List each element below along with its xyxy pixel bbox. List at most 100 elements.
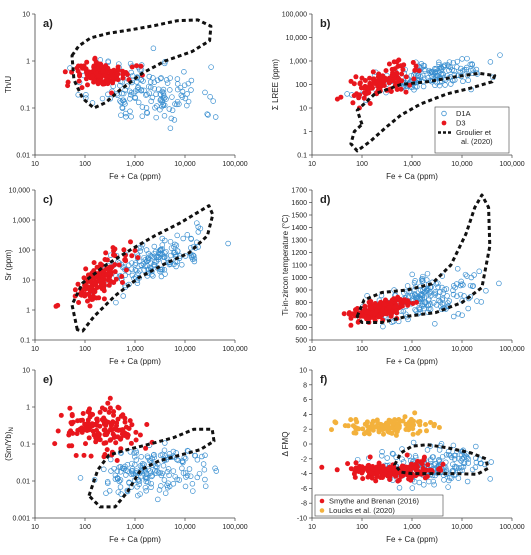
data-point [101,466,107,473]
data-point [374,78,380,84]
reference-field-outline [70,204,215,333]
legend-label: Smythe and Brenan (2016) [329,497,420,506]
data-point [458,464,465,471]
data-point [108,468,114,474]
y-tick-label: 10 [22,368,30,375]
data-point [412,453,419,459]
y-tick-label: 600 [295,325,307,332]
data-point [142,256,149,263]
data-point [395,63,401,69]
data-point [144,110,151,116]
data-point [101,268,107,274]
data-point [465,305,471,312]
data-point [450,442,457,449]
data-point [87,303,93,309]
data-point [455,455,462,462]
data-point [165,480,171,486]
data-point [107,278,113,284]
y-tick-label: 100 [295,82,307,89]
data-point [148,480,154,487]
data-point [411,465,417,471]
data-point [99,95,106,102]
data-point [91,275,97,281]
data-point [192,452,199,459]
data-point [135,84,141,90]
data-point [133,429,139,435]
x-tick-label: 10 [31,161,39,168]
data-point [447,475,453,481]
data-point [72,287,78,293]
data-point [99,262,105,268]
data-point [354,306,360,311]
data-point [83,92,89,98]
x-tick-label: 100,000 [499,161,524,168]
data-point [194,220,200,226]
data-point [410,60,416,65]
x-tick-label: 10 [308,346,316,353]
data-point [179,465,185,472]
data-point [84,285,90,291]
data-point [115,416,121,422]
data-point [136,481,142,488]
legend-label: Loucks et al. (2020) [329,506,395,515]
data-point [427,467,433,473]
data-point [476,268,482,275]
data-point [417,419,423,424]
data-point [122,257,128,263]
data-point [132,461,138,468]
y-tick-label: -10 [297,516,307,523]
data-point [102,427,108,433]
data-point [132,94,138,101]
data-point [105,59,111,65]
data-point [353,74,359,80]
data-point [430,454,436,460]
data-point [359,470,365,476]
y-tick-label: 1 [26,308,30,315]
data-point [478,299,485,305]
data-point [146,73,153,80]
data-point [96,295,102,301]
data-point [436,59,442,66]
data-point [388,312,394,317]
data-point [439,301,446,307]
data-point [168,115,175,122]
chart-panel-3: 10 100 1,000 10,000 100,000 0.1 1 10 100 1,000 10,… [4,188,248,367]
data-point [108,426,113,432]
data-point [341,311,347,317]
data-point [69,443,75,449]
y-tick-label: 1700 [291,188,307,195]
data-point [100,81,106,87]
y-tick-label: 10,000 [286,35,308,42]
data-point [172,473,178,480]
data-point [111,409,117,415]
data-point [161,447,168,454]
data-point [171,117,178,123]
data-point [459,467,465,473]
y-tick-label: 0.1 [20,442,30,449]
legend-label: Groulier et [456,128,492,137]
data-point [417,428,423,434]
data-point [154,468,160,474]
data-point [150,45,157,52]
data-point [421,482,427,488]
data-point [153,91,159,98]
data-point [91,280,97,286]
data-point [108,68,114,74]
data-point [418,291,425,298]
data-point [462,271,469,278]
data-point [79,425,85,431]
data-point [92,56,98,62]
data-point [107,456,114,463]
data-point [123,267,129,273]
data-point [138,454,144,460]
data-point [159,470,166,477]
data-point [128,440,134,446]
data-point [351,471,357,477]
data-point [155,496,161,503]
data-point [389,465,395,470]
data-point [202,476,208,483]
data-point [413,63,419,69]
data-point [384,455,390,461]
data-point [101,454,107,460]
data-point [404,283,411,289]
